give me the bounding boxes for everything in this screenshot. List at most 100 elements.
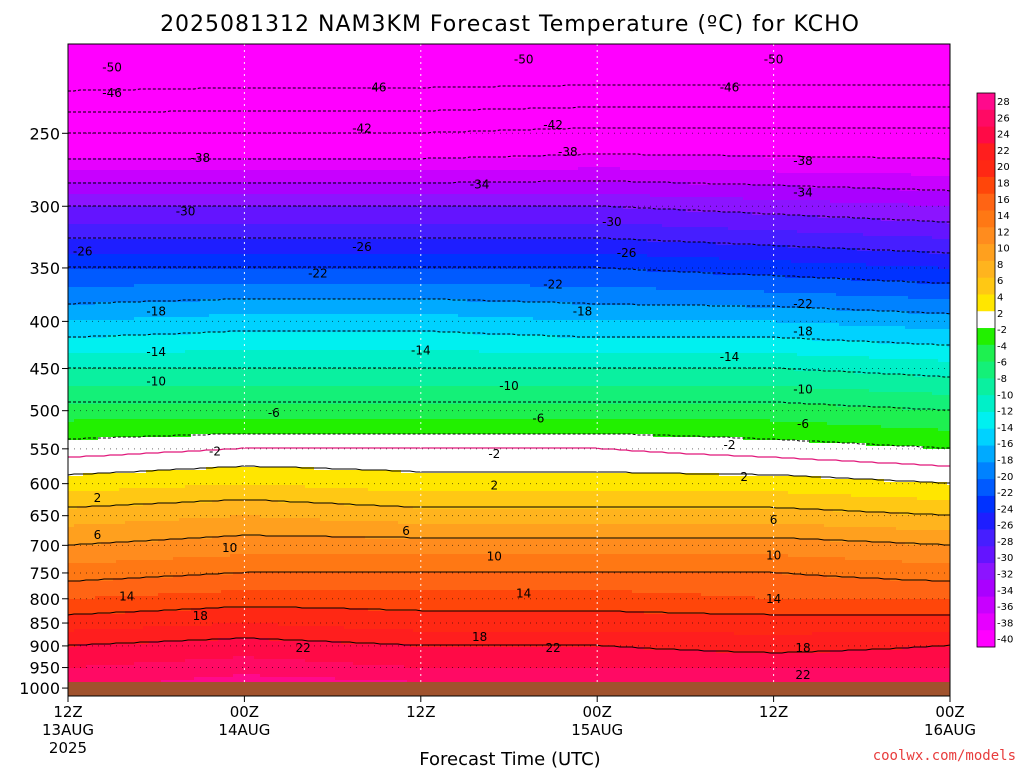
temperature-cell — [206, 317, 210, 333]
temperature-cell — [386, 404, 390, 420]
temperature-cell — [311, 503, 315, 519]
temperature-cell — [230, 575, 234, 591]
temperature-cell — [281, 299, 285, 315]
temperature-cell — [137, 629, 141, 645]
temperature-cell — [437, 590, 441, 612]
temperature-cell — [164, 503, 168, 522]
temperature-cell — [473, 269, 477, 285]
temperature-cell — [266, 572, 270, 591]
temperature-cell — [479, 554, 483, 573]
temperature-cell — [107, 194, 111, 207]
temperature-cell — [74, 545, 78, 564]
temperature-cell — [164, 662, 168, 681]
temperature-cell — [191, 206, 195, 225]
temperature-cell — [350, 182, 354, 195]
temperature-cell — [128, 437, 132, 474]
temperature-cell — [203, 386, 207, 405]
temperature-cell — [224, 557, 228, 576]
temperature-cell — [377, 419, 381, 435]
temperature-cell — [398, 629, 402, 645]
temperature-cell — [395, 158, 399, 171]
temperature-cell — [116, 302, 120, 321]
temperature-cell — [389, 158, 393, 171]
temperature-cell — [413, 539, 417, 555]
temperature-cell — [194, 284, 198, 303]
temperature-cell — [242, 194, 246, 207]
temperature-cell — [428, 299, 432, 315]
temperature-cell — [239, 536, 243, 555]
temperature-cell — [272, 386, 276, 405]
temperature-cell — [404, 368, 408, 387]
temperature-cell — [335, 44, 339, 159]
temperature-cell — [131, 506, 135, 522]
temperature-cell — [254, 284, 258, 300]
temperature-cell — [323, 182, 327, 195]
temperature-cell — [257, 554, 261, 573]
temperature-cell — [332, 608, 336, 627]
temperature-cell — [221, 44, 225, 159]
temperature-cell — [173, 182, 177, 195]
temperature-cell — [332, 44, 336, 159]
temperature-cell — [371, 44, 375, 159]
temperature-cell — [131, 368, 135, 387]
temperature-cell — [239, 194, 243, 207]
temperature-cell — [227, 158, 231, 171]
temperature-cell — [194, 317, 198, 333]
temperature-cell — [233, 572, 237, 591]
temperature-cell — [161, 224, 165, 240]
temperature-cell — [314, 554, 318, 573]
temperature-cell — [134, 335, 138, 354]
temperature-cell — [461, 269, 465, 285]
temperature-cell — [344, 644, 348, 663]
temperature-cell — [371, 284, 375, 300]
temperature-cell — [293, 350, 297, 369]
temperature-cell — [80, 419, 84, 441]
temperature-cell — [395, 206, 399, 225]
temperature-cell — [272, 572, 276, 591]
temperature-cell — [365, 539, 369, 555]
temperature-cell — [512, 554, 516, 573]
temperature-cell — [275, 224, 279, 240]
temperature-cell — [443, 491, 447, 510]
temperature-cell — [251, 515, 255, 537]
temperature-cell — [449, 491, 453, 510]
temperature-cell — [164, 254, 168, 270]
temperature-cell — [473, 539, 477, 555]
temperature-cell — [242, 44, 246, 159]
temperature-cell — [380, 350, 384, 369]
temperature-cell — [152, 560, 156, 579]
temperature-cell — [467, 269, 471, 285]
temperature-cell — [269, 467, 273, 486]
temperature-cell — [74, 647, 78, 669]
temperature-cell — [320, 368, 324, 387]
temperature-cell — [494, 590, 498, 612]
temperature-cell — [380, 629, 384, 645]
temperature-cell — [71, 440, 75, 477]
temperature-cell — [407, 314, 411, 333]
temperature-cell — [431, 554, 435, 573]
temperature-cell — [464, 419, 468, 435]
temperature-cell — [311, 608, 315, 627]
temperature-cell — [329, 572, 333, 591]
temperature-cell — [395, 239, 399, 255]
temperature-cell — [329, 641, 333, 663]
temperature-cell — [203, 317, 207, 333]
temperature-cell — [389, 506, 393, 522]
temperature-cell — [365, 158, 369, 171]
temperature-cell — [470, 611, 474, 633]
temperature-cell — [413, 332, 417, 351]
temperature-cell — [212, 350, 216, 369]
temperature-cell — [284, 194, 288, 207]
temperature-cell — [401, 434, 405, 474]
temperature-cell — [416, 158, 420, 171]
temperature-cell — [140, 596, 144, 612]
temperature-cell — [119, 386, 123, 405]
temperature-cell — [497, 317, 501, 336]
temperature-cell — [209, 284, 213, 300]
temperature-cell — [281, 608, 285, 627]
temperature-cell — [512, 317, 516, 336]
temperature-cell — [353, 590, 357, 609]
temperature-cell — [188, 641, 192, 660]
temperature-cell — [143, 386, 147, 405]
temperature-cell — [176, 254, 180, 270]
